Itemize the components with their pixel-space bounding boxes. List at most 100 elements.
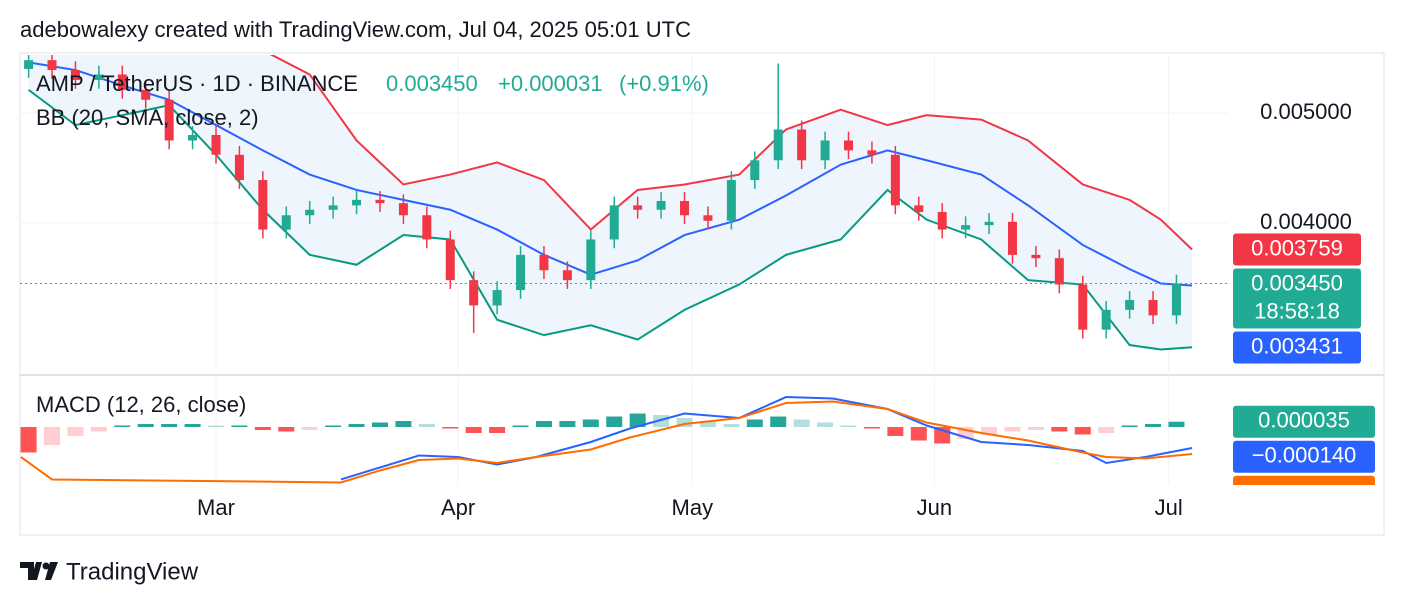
candle-body (843, 140, 853, 151)
value-labels: 0.000035 −0.000140 (1233, 405, 1375, 485)
histogram-bar (489, 427, 506, 433)
histogram-bar (512, 425, 529, 428)
candle-body (47, 60, 57, 71)
last-price: 0.003450 (386, 71, 478, 96)
candle-body (445, 239, 455, 281)
histogram-bar (278, 427, 295, 432)
histogram-bar (863, 427, 880, 429)
candle-body (398, 203, 408, 216)
histogram-bar (770, 416, 787, 428)
candle-body (750, 160, 760, 181)
histogram-bar (606, 416, 623, 428)
price-label: 0.003759 (1251, 235, 1343, 260)
candle-body (656, 200, 666, 210)
candle-body (141, 89, 151, 100)
credit: adebowalexy created with TradingView.com… (20, 17, 691, 42)
bb-line (27, 89, 1193, 351)
candle-body (914, 205, 924, 212)
candle-body (562, 270, 572, 281)
candle-body (234, 154, 244, 181)
price-label: 0.003431 (1251, 333, 1343, 358)
histogram-bar (559, 421, 576, 428)
symbol-title: AMP / TetherUS · 1D · BINANCE (36, 71, 358, 96)
histogram-bar (582, 419, 599, 428)
price-change: +0.000031 (498, 71, 603, 96)
candle-body (188, 134, 198, 141)
histogram-bar (184, 424, 201, 428)
macd-pane (20, 378, 1193, 485)
candle-body (726, 180, 736, 221)
x-tick-label: May (672, 495, 714, 520)
price-label-box (1233, 233, 1361, 266)
histogram-bar (348, 424, 365, 428)
candle-body (117, 74, 127, 90)
candle-body (1148, 299, 1158, 316)
candle-body (890, 154, 900, 206)
candle-body (1078, 284, 1088, 330)
histogram-bar (231, 425, 248, 428)
price-label-box (1233, 331, 1361, 364)
histogram-bar (957, 427, 974, 439)
histogram-bar (325, 425, 342, 428)
histogram-bar (1121, 425, 1138, 428)
candle-body (1171, 283, 1181, 316)
x-tick-label: Mar (197, 495, 235, 520)
candle-body (164, 99, 174, 141)
candle-body (492, 290, 502, 306)
value-label: −0.000140 (1252, 443, 1357, 468)
candle-body (328, 205, 338, 210)
histogram-bar (746, 419, 763, 428)
candle-body (211, 134, 221, 155)
candle-body (24, 60, 34, 69)
histogram-bar (1004, 427, 1021, 432)
histogram-bar (90, 427, 107, 432)
value-label-box (1233, 405, 1375, 438)
candle-body (820, 140, 830, 161)
candle-body (984, 221, 994, 226)
price-change-pct: (+0.91%) (619, 71, 709, 96)
histogram-bar (1027, 427, 1044, 431)
candle-body (867, 150, 877, 155)
candle-body (281, 215, 291, 230)
histogram-bar (981, 427, 998, 435)
candle-body (609, 205, 619, 240)
candle-body (961, 225, 971, 230)
price-pane (20, 55, 1228, 372)
candle-body (797, 129, 807, 161)
y-tick-label: 0.004000 (1260, 209, 1352, 234)
candle-body (375, 199, 385, 204)
candle-body (1125, 299, 1135, 310)
histogram-bar (629, 413, 646, 428)
histogram-bar (1051, 427, 1068, 432)
histogram-bar (465, 427, 482, 433)
histogram-bar (1074, 427, 1091, 435)
value-label-box (1233, 475, 1375, 485)
candle-body (586, 239, 596, 281)
candle-body (516, 254, 526, 291)
price-countdown: 18:58:18 (1254, 298, 1340, 323)
bb-fill (28, 55, 1193, 350)
histogram-bar (699, 421, 716, 428)
histogram-bar (20, 427, 37, 453)
indicator-title: MACD (12, 26, close) (36, 392, 246, 417)
candle-body (1031, 254, 1041, 259)
macd-line (20, 400, 1193, 484)
histogram-bar (535, 421, 552, 428)
indicator-title: BB (20, SMA, close, 2) (36, 105, 259, 130)
histogram-bar (1168, 421, 1185, 428)
histogram-bar (723, 424, 740, 428)
candle-body (469, 280, 479, 306)
candle-body (352, 199, 362, 206)
legend: AMP / TetherUS · 1D · BINANCE 0.003450 +… (36, 71, 709, 417)
histogram-bar (653, 415, 670, 428)
chart-frame (19, 52, 1385, 536)
candle-body (258, 180, 268, 230)
histogram-bar (137, 424, 154, 428)
candle-body (70, 70, 80, 80)
brand: TradingView (66, 558, 199, 585)
candle-body (305, 209, 315, 216)
candle-body (539, 254, 549, 271)
candle-body (422, 215, 432, 240)
